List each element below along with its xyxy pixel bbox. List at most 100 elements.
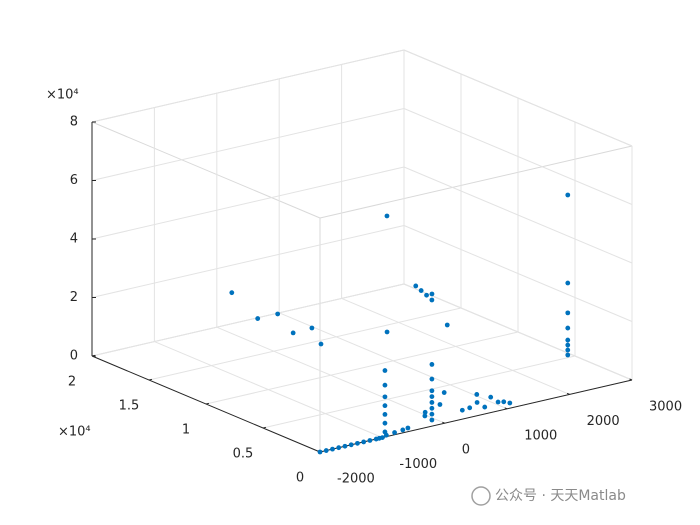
point	[429, 411, 435, 417]
point	[382, 368, 388, 373]
point	[342, 443, 348, 449]
x-tick	[442, 421, 445, 424]
grid-line	[205, 331, 519, 405]
point	[474, 400, 480, 405]
y-tick-label: 1	[182, 423, 190, 438]
point	[392, 430, 397, 435]
point	[429, 388, 435, 394]
point	[507, 400, 513, 406]
point	[348, 442, 354, 448]
point	[413, 283, 419, 289]
point	[400, 427, 406, 433]
x-tick-label: -2000	[337, 472, 375, 487]
x-tick	[504, 407, 508, 410]
point	[429, 405, 435, 411]
point	[565, 280, 571, 286]
point	[495, 399, 501, 405]
point	[565, 192, 571, 198]
y-tick-label: 2	[68, 375, 76, 390]
y-tick	[148, 378, 153, 381]
point	[565, 325, 571, 331]
point	[429, 394, 435, 400]
grid-line	[403, 49, 633, 147]
grid-line	[91, 49, 405, 123]
point	[501, 399, 507, 405]
point	[429, 400, 435, 405]
point	[384, 329, 390, 335]
point	[429, 297, 435, 303]
watermark-text: 公众号 · 天天Matlab	[495, 488, 626, 504]
z-tick-label: 2	[70, 290, 78, 305]
y-tick-label: 1.5	[119, 399, 140, 414]
point	[429, 417, 435, 423]
point	[361, 439, 367, 445]
point	[382, 429, 388, 435]
z-exponent-label: ×10⁴	[46, 88, 79, 103]
point	[405, 425, 411, 431]
point	[382, 394, 388, 400]
grid-line	[262, 355, 576, 429]
point	[459, 407, 465, 413]
box-edge	[319, 145, 633, 219]
x-tick	[566, 392, 570, 395]
y-tick-label: 0.5	[233, 447, 254, 462]
point	[467, 405, 473, 411]
point	[437, 402, 443, 407]
grid-line	[91, 166, 405, 240]
point	[444, 322, 450, 328]
point	[488, 394, 494, 400]
x-tick-label: -1000	[399, 457, 437, 472]
z-tick-label: 6	[70, 173, 78, 188]
point	[441, 390, 447, 395]
z-tick-label: 8	[70, 115, 78, 130]
x-tick-label: 1000	[524, 428, 557, 443]
point	[474, 392, 480, 397]
point	[565, 352, 571, 358]
grid-line	[403, 166, 633, 264]
grid-line	[91, 108, 405, 181]
grid-line	[403, 283, 633, 381]
point	[255, 316, 261, 321]
point	[382, 382, 388, 388]
z-tick-label: 0	[70, 349, 78, 364]
point	[229, 290, 235, 296]
x-tick-label: 3000	[649, 400, 682, 415]
watermark-icon	[471, 486, 491, 506]
grid-line	[91, 283, 405, 357]
y-tick	[205, 402, 210, 405]
y-tick	[262, 426, 267, 429]
point	[382, 412, 388, 417]
point	[565, 310, 571, 316]
x-tick-label: 0	[462, 443, 470, 458]
x-tick-label: 2000	[587, 414, 620, 429]
point	[367, 438, 373, 443]
point	[382, 420, 388, 426]
point	[382, 403, 388, 409]
point	[422, 409, 428, 415]
z-tick-label: 4	[70, 232, 78, 247]
y-exponent-label: ×10⁴	[58, 425, 91, 440]
grid-line	[91, 225, 405, 298]
x-tick	[629, 378, 633, 381]
point	[318, 341, 324, 347]
point	[429, 362, 435, 367]
point	[323, 448, 329, 453]
point	[422, 413, 428, 419]
grid-line	[148, 307, 462, 381]
point	[336, 445, 342, 451]
point	[330, 446, 335, 452]
y-tick-label: 0	[296, 471, 304, 486]
point	[418, 288, 424, 293]
grid-line	[403, 108, 633, 205]
point	[429, 291, 435, 297]
point	[380, 435, 385, 440]
point	[317, 449, 323, 455]
point	[565, 342, 571, 348]
box-edge	[91, 121, 321, 219]
point	[290, 330, 296, 336]
point	[355, 440, 360, 446]
point	[429, 376, 435, 382]
point	[384, 213, 390, 219]
point	[309, 325, 315, 331]
